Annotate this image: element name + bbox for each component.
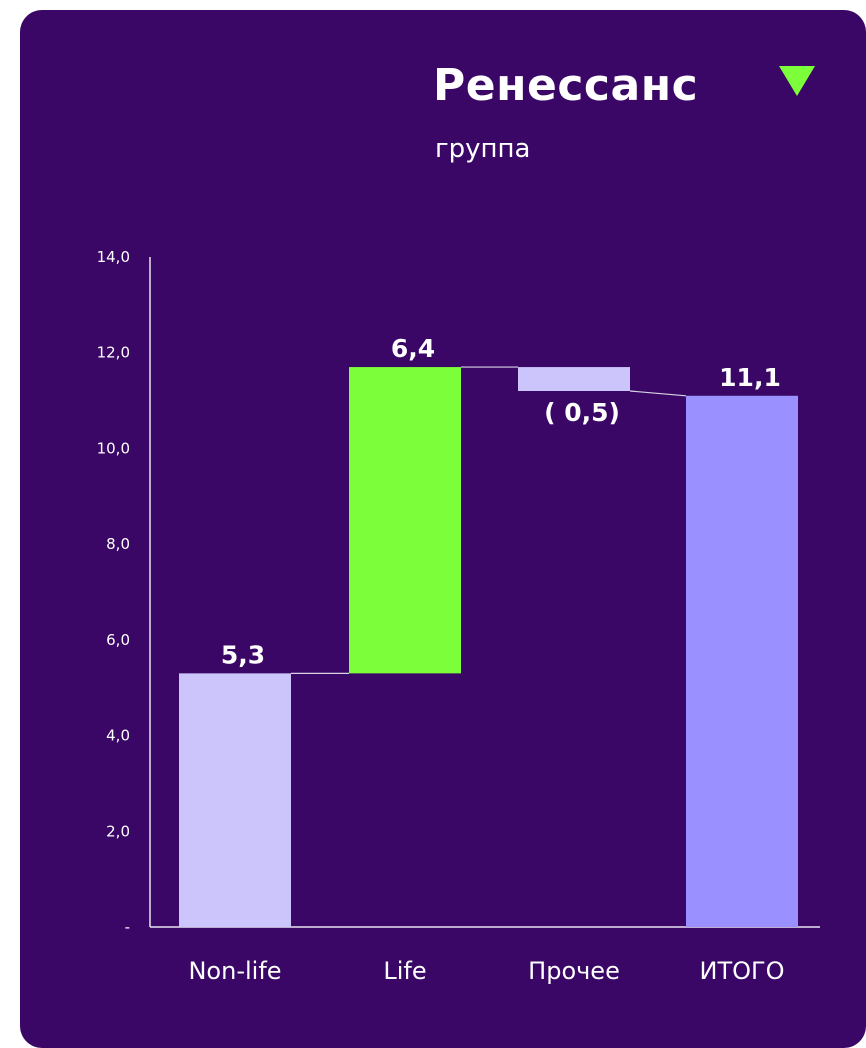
- data-label: 6,4: [391, 334, 435, 363]
- bar: [686, 395, 798, 927]
- category-label: Прочее: [528, 957, 620, 985]
- y-tick-label: 12,0: [97, 344, 130, 362]
- category-label: ИТОГО: [699, 957, 784, 985]
- y-tick-label: -: [125, 918, 130, 936]
- y-tick-label: 8,0: [106, 535, 130, 553]
- y-tick-label: 6,0: [106, 631, 130, 649]
- bar: [179, 673, 291, 927]
- triangle-down-icon: [779, 66, 815, 96]
- bar: [518, 367, 630, 391]
- brand-name: Ренессанс: [433, 60, 699, 111]
- waterfall-chart: - 2,0 4,0 6,0 8,0 10,0 12,0 14,0 5,3 Non-life 6,4 L…: [97, 248, 820, 985]
- y-tick-label: 14,0: [97, 248, 130, 266]
- bar: [349, 367, 461, 674]
- data-label: 11,1: [719, 363, 781, 392]
- brand-subtitle: группа: [435, 134, 531, 164]
- data-label: ( 0,5): [544, 398, 620, 427]
- category-label: Non-life: [188, 957, 281, 985]
- y-tick-label: 4,0: [106, 727, 130, 745]
- y-tick-label: 2,0: [106, 822, 130, 840]
- chart-card: Ренессанс группа - 2,0 4,0 6,0 8,0 10,0 12,0 14…: [20, 10, 866, 1048]
- y-tick-label: 10,0: [97, 439, 130, 457]
- connector-line: [629, 390, 687, 397]
- category-label: Life: [383, 957, 426, 985]
- data-label: 5,3: [221, 640, 265, 669]
